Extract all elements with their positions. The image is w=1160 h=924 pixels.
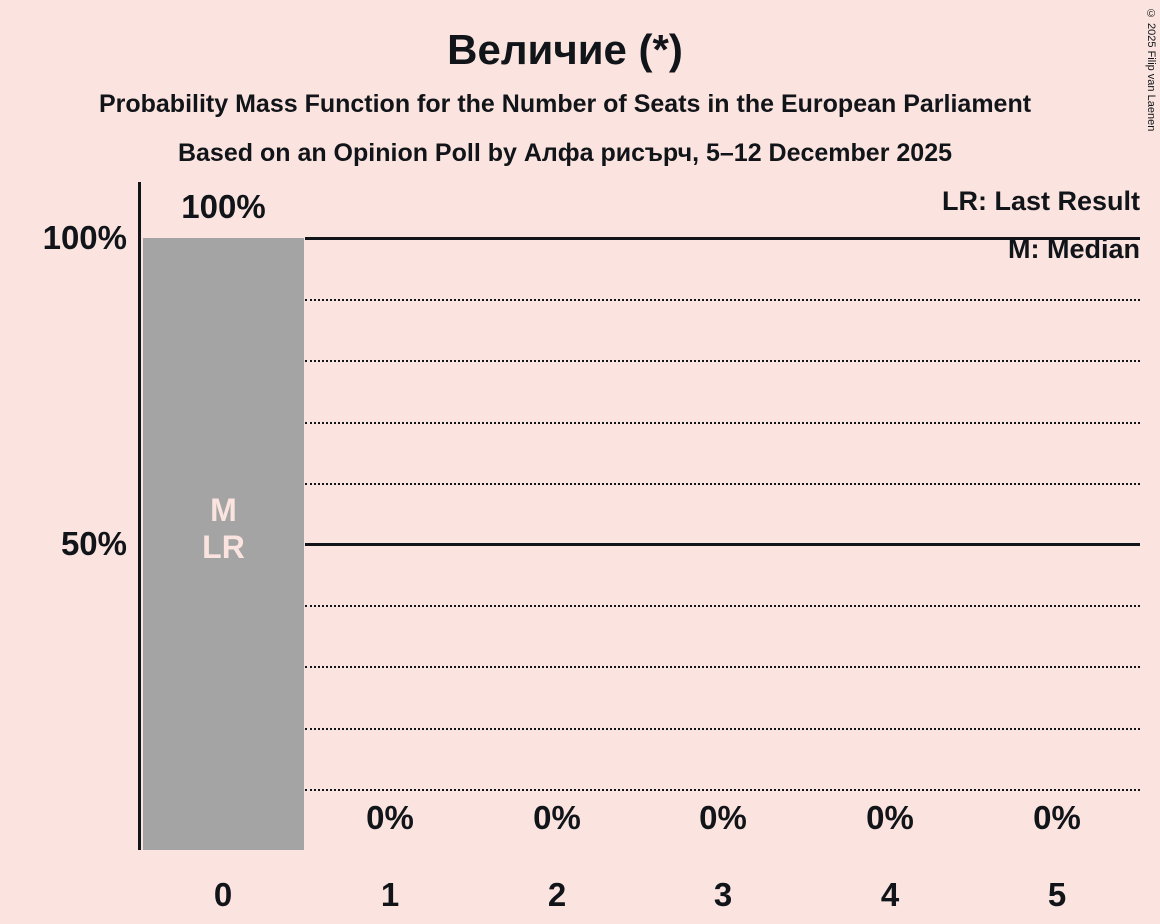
gridline-60: [305, 483, 1140, 485]
copyright-notice: © 2025 Filip van Laenen: [1145, 8, 1157, 132]
gridline-40: [305, 605, 1140, 607]
gridline-10: [305, 789, 1140, 791]
bar-seats-0: [143, 238, 304, 850]
gridline-50: [305, 543, 1140, 546]
x-tick-label-4: 4: [880, 876, 900, 913]
bar-annotations-seats-0: M LR: [143, 492, 304, 566]
y-tick-label-100: 100%: [42, 219, 127, 256]
x-tick-label-0: 0: [213, 876, 233, 913]
bar-value-label-5: 0%: [1033, 799, 1081, 836]
y-axis-line: [138, 182, 141, 850]
bar-value-label-3: 0%: [699, 799, 747, 836]
chart-title: Величие (*): [447, 26, 683, 73]
chart-subtitle-line1: Probability Mass Function for the Number…: [98, 90, 1032, 118]
x-tick-label-2: 2: [547, 876, 567, 913]
gridline-100: [305, 237, 1140, 240]
chart-subtitle-line2: Based on an Opinion Poll by Алфа рисърч,…: [177, 139, 953, 167]
gridline-20: [305, 728, 1140, 730]
gridline-30: [305, 666, 1140, 668]
median-marker: M: [210, 492, 237, 528]
x-tick-label-1: 1: [380, 876, 400, 913]
bar-value-label-0: 100%: [181, 188, 266, 225]
gridline-70: [305, 422, 1140, 424]
legend-last-result-label: LR: Last Result: [941, 186, 1140, 216]
gridline-80: [305, 360, 1140, 362]
x-tick-label-5: 5: [1047, 876, 1067, 913]
bar-value-label-2: 0%: [533, 799, 581, 836]
bar-value-label-4: 0%: [866, 799, 914, 836]
bar-value-label-1: 0%: [366, 799, 414, 836]
y-tick-label-50: 50%: [60, 525, 127, 562]
last-result-marker: LR: [202, 529, 245, 565]
x-tick-label-3: 3: [713, 876, 733, 913]
gridline-90: [305, 299, 1140, 301]
